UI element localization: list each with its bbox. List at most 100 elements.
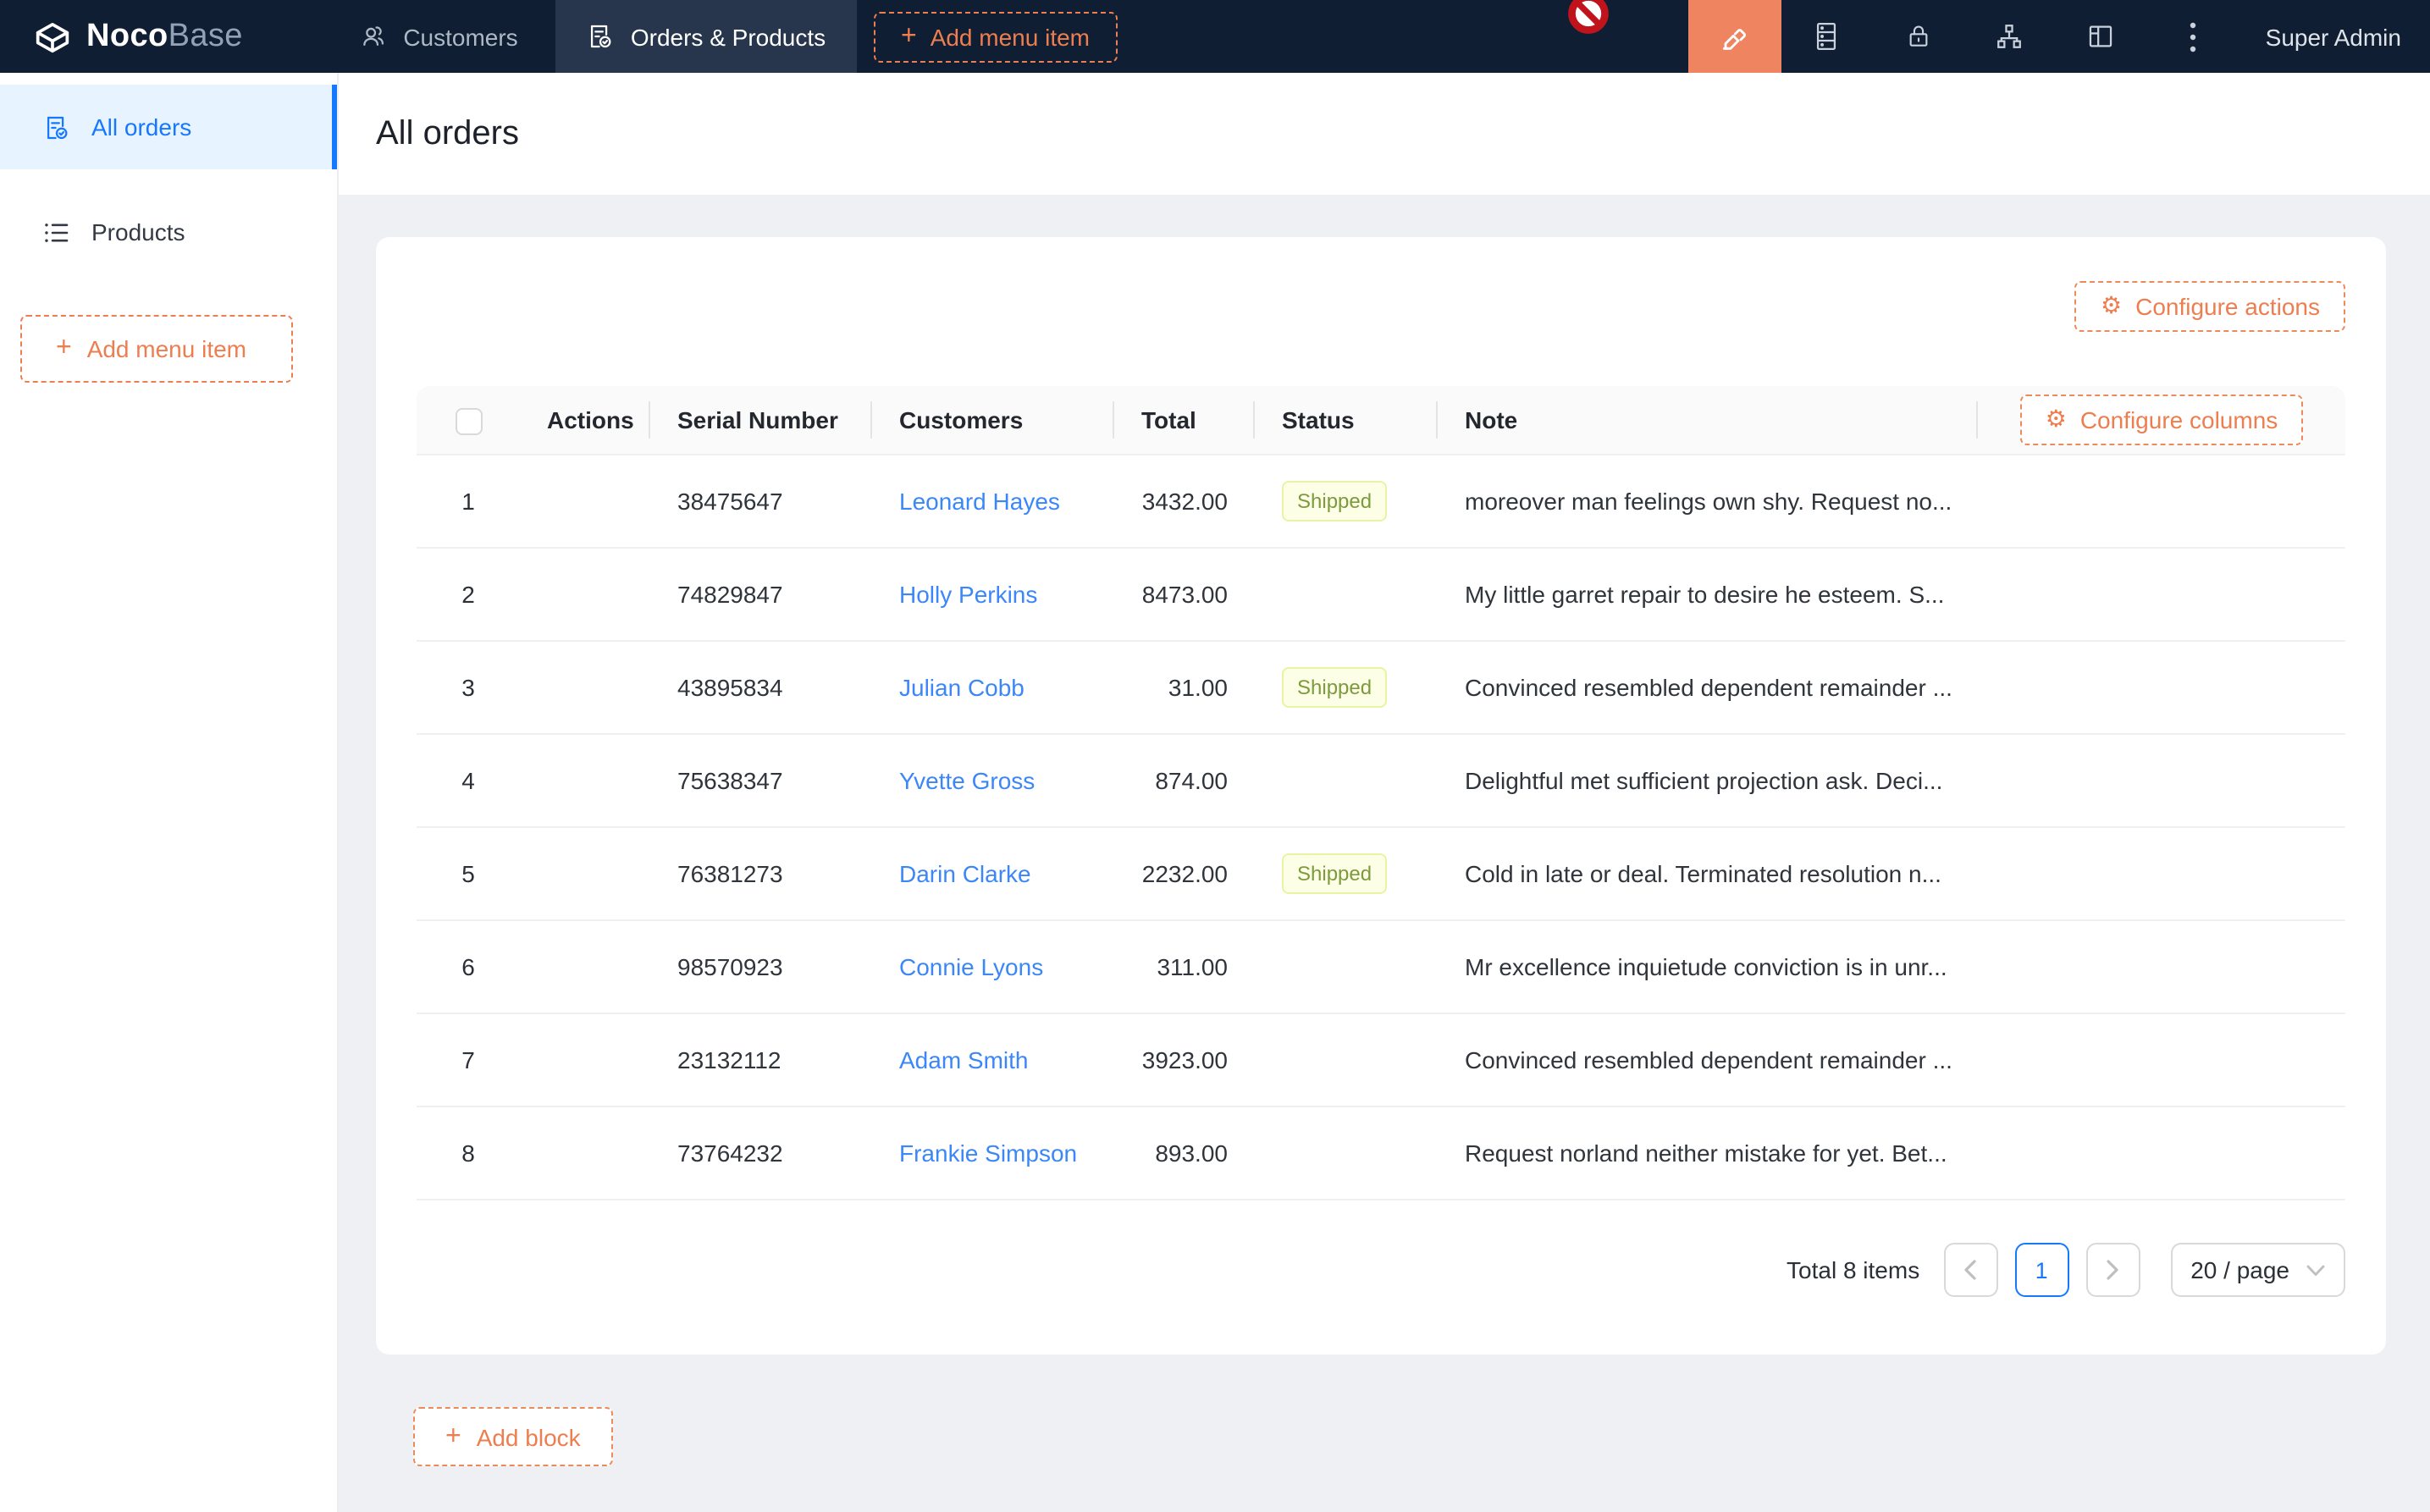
customer-link[interactable]: Darin Clarke: [899, 860, 1031, 887]
sidebar: All orders Products + Add menu item: [0, 73, 339, 1512]
status-cell: Shipped: [1255, 642, 1438, 735]
nocobase-cube-icon: [30, 14, 75, 58]
ui-editor-button[interactable]: [1687, 0, 1781, 73]
more-menu-button[interactable]: [2147, 0, 2239, 73]
table-row: 2 74829847 Holly Perkins 8473.00 My litt…: [417, 549, 2345, 642]
status-cell: [1255, 1014, 1438, 1107]
customer-link[interactable]: Yvette Gross: [899, 767, 1036, 794]
row-index: 6: [461, 953, 475, 980]
workflow-button[interactable]: [1964, 0, 2056, 73]
customer-cell: Frankie Simpson: [872, 1107, 1114, 1200]
logo-text: NocoBase: [86, 18, 243, 53]
row-index: 7: [461, 1046, 475, 1073]
page-title: All orders: [376, 114, 519, 152]
user-name: Super Admin: [2265, 23, 2401, 50]
column-header-note: Note: [1438, 386, 1978, 455]
table-row: 6 98570923 Connie Lyons 311.00 Mr excell…: [417, 921, 2345, 1014]
status-cell: [1255, 1107, 1438, 1200]
note-cell: Request norland neither mistake for yet.…: [1438, 1107, 1978, 1200]
blocked-cursor-icon: [1566, 0, 1610, 36]
note-cell: Mr excellence inquietude conviction is i…: [1438, 921, 1978, 1014]
row-actions-cell: [520, 921, 650, 1014]
row-actions-cell: [520, 1107, 650, 1200]
orders-table: Actions Serial Number Customers Total St…: [417, 386, 2345, 1200]
row-actions-cell: [520, 735, 650, 828]
column-header-status: Status: [1255, 386, 1438, 455]
status-badge: Shipped: [1282, 853, 1388, 894]
serial-number-cell: 38475647: [650, 455, 872, 549]
table-row: 8 73764232 Frankie Simpson 893.00 Reques…: [417, 1107, 2345, 1200]
content-area: ⚙︎ Configure actions Actions: [339, 195, 2430, 1512]
pagination-next-button[interactable]: [2085, 1243, 2140, 1297]
nocobase-logo[interactable]: NocoBase: [0, 0, 322, 73]
column-header-customers: Customers: [872, 386, 1114, 455]
column-header-serial-number: Serial Number: [650, 386, 872, 455]
navbar-add-menu-item-button[interactable]: + Add menu item: [874, 11, 1118, 62]
row-index-cell: 5: [417, 828, 520, 921]
row-index: 2: [461, 581, 475, 608]
table-actions-bar: ⚙︎ Configure actions: [417, 281, 2345, 332]
select-all-checkbox[interactable]: [455, 407, 482, 435]
serial-number-cell: 76381273: [650, 828, 872, 921]
pagination: Total 8 items 1 20 / page: [417, 1243, 2345, 1297]
configure-columns-button[interactable]: ⚙︎ Configure columns: [2019, 395, 2304, 445]
pagination-total: Total 8 items: [1787, 1256, 1920, 1283]
sidebar-item-all-orders[interactable]: All orders: [0, 85, 337, 169]
total-cell: 874.00: [1114, 735, 1255, 828]
nav-tab-customers[interactable]: Customers: [322, 0, 555, 73]
serial-number-cell: 75638347: [650, 735, 872, 828]
nav-tab-orders-products[interactable]: Orders & Products: [555, 0, 857, 73]
user-menu[interactable]: Super Admin: [2239, 0, 2430, 73]
page-size-select[interactable]: 20 / page: [2170, 1243, 2345, 1297]
note-cell: Convinced resembled dependent remainder …: [1438, 1014, 1978, 1107]
add-block-button[interactable]: + Add block: [413, 1407, 613, 1466]
layout-button[interactable]: [2056, 0, 2147, 73]
lock-button[interactable]: [1873, 0, 1964, 73]
sidebar-add-menu-item-button[interactable]: + Add menu item: [20, 315, 293, 383]
row-index-cell: 7: [417, 1014, 520, 1107]
customer-link[interactable]: Connie Lyons: [899, 953, 1044, 980]
row-trailing-cell: [1978, 1014, 2345, 1107]
top-navbar: NocoBase Customers: [0, 0, 2430, 73]
row-index: 4: [461, 767, 475, 794]
note-cell: moreover man feelings own shy. Request n…: [1438, 455, 1978, 549]
customer-link[interactable]: Frankie Simpson: [899, 1140, 1078, 1167]
plus-icon: +: [56, 334, 72, 362]
status-cell: Shipped: [1255, 828, 1438, 921]
ellipsis-vertical-icon: [2190, 21, 2196, 52]
pagination-page-1-button[interactable]: 1: [2014, 1243, 2069, 1297]
serial-number-cell: 98570923: [650, 921, 872, 1014]
plus-icon: +: [445, 1421, 461, 1450]
chevron-right-icon: [2107, 1260, 2118, 1280]
database-button[interactable]: [1781, 0, 1873, 73]
orders-doc-check-icon: [587, 22, 616, 51]
customer-cell: Julian Cobb: [872, 642, 1114, 735]
customer-link[interactable]: Adam Smith: [899, 1046, 1029, 1073]
row-index-cell: 2: [417, 549, 520, 642]
customer-link[interactable]: Holly Perkins: [899, 581, 1038, 608]
customer-cell: Holly Perkins: [872, 549, 1114, 642]
customer-cell: Darin Clarke: [872, 828, 1114, 921]
pagination-prev-button[interactable]: [1943, 1243, 1998, 1297]
total-cell: 311.00: [1114, 921, 1255, 1014]
table-header-row: Actions Serial Number Customers Total St…: [417, 386, 2345, 455]
configure-actions-button[interactable]: ⚙︎ Configure actions: [2074, 281, 2345, 332]
nav-tab-label: Customers: [403, 23, 518, 50]
row-trailing-cell: [1978, 1107, 2345, 1200]
page-size-value: 20 / page: [2190, 1256, 2289, 1283]
database-icon: [1813, 20, 1842, 52]
serial-number-cell: 43895834: [650, 642, 872, 735]
apartment-nodes-icon: [1996, 22, 2024, 51]
total-cell: 893.00: [1114, 1107, 1255, 1200]
total-cell: 8473.00: [1114, 549, 1255, 642]
customer-cell: Connie Lyons: [872, 921, 1114, 1014]
row-actions-cell: [520, 549, 650, 642]
orders-doc-check-icon: [42, 113, 71, 141]
column-header-actions: Actions: [520, 386, 650, 455]
customer-link[interactable]: Leonard Hayes: [899, 488, 1060, 515]
sidebar-item-products[interactable]: Products: [0, 200, 337, 264]
customer-link[interactable]: Julian Cobb: [899, 674, 1024, 701]
nav-tab-label: Orders & Products: [630, 23, 826, 50]
customer-cell: Yvette Gross: [872, 735, 1114, 828]
